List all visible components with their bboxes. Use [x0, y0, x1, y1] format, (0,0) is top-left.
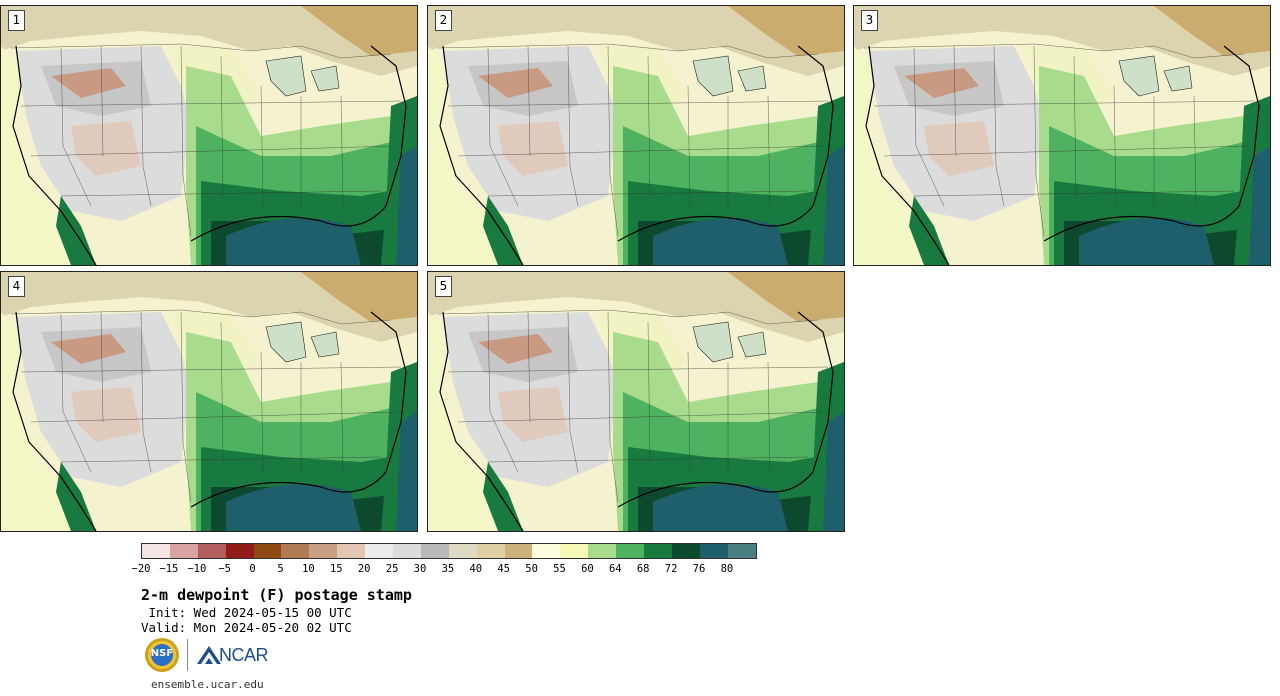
colorbar-swatch [225, 544, 254, 558]
nsf-logo-text: NSF [150, 648, 174, 659]
colorbar-tick-label: 5 [277, 563, 284, 575]
colorbar-swatch [644, 544, 672, 558]
colorbar-swatch [588, 544, 617, 558]
page-title: 2-m dewpoint (F) postage stamp [141, 586, 412, 604]
colorbar-tick-label: 55 [553, 563, 566, 575]
panel-number: 1 [8, 10, 25, 31]
colorbar-tick-label: 25 [385, 563, 399, 575]
colorbar-swatch [699, 544, 728, 558]
init-time: Init: Wed 2024-05-15 00 UTC [141, 605, 352, 620]
ncar-logo-icon [197, 646, 221, 664]
colorbar-tick-label: 45 [497, 563, 511, 575]
colorbar-tick-label: 50 [525, 563, 538, 575]
colorbar-tick-label: 30 [413, 563, 427, 575]
colorbar-tick-label: −15 [159, 563, 179, 575]
colorbar [141, 543, 757, 559]
panel-number: 5 [435, 276, 452, 297]
colorbar-tick-label: −10 [187, 563, 207, 575]
colorbar-swatch [504, 544, 533, 558]
colorbar-tick-label: 80 [720, 563, 734, 575]
nsf-logo-icon [145, 638, 179, 672]
logo-divider [187, 639, 188, 671]
colorbar-tick-label: 10 [302, 563, 315, 575]
colorbar-tick-label: 20 [357, 563, 371, 575]
panel-number: 2 [435, 10, 452, 31]
colorbar-swatch [616, 544, 645, 558]
colorbar-swatch [448, 544, 477, 558]
colorbar-tick-label: 64 [608, 563, 622, 575]
member-panel-1[interactable]: 1 [0, 5, 418, 266]
colorbar-swatch [532, 544, 561, 558]
logos: NSF NCAR [145, 638, 285, 676]
colorbar-tick-label: 0 [249, 563, 256, 575]
valid-time: Valid: Mon 2024-05-20 02 UTC [141, 620, 352, 635]
dewpoint-map [428, 6, 844, 265]
colorbar-swatch [393, 544, 421, 558]
site-url[interactable]: ensemble.ucar.edu [151, 678, 264, 691]
colorbar-ticks: −20 −15 −10 −5 0 5 10 15 20 25 30 35 40 45 50 55 60 64 68 7… [132, 563, 781, 577]
colorbar-swatch [476, 544, 505, 558]
colorbar-tick-label: 40 [469, 563, 483, 575]
colorbar-swatch [309, 544, 338, 558]
member-panel-3[interactable]: 3 [853, 5, 1271, 266]
colorbar-swatch [197, 544, 226, 558]
colorbar-swatch [560, 544, 589, 558]
colorbar-swatch [169, 544, 198, 558]
colorbar-tick-label: 72 [664, 563, 678, 575]
colorbar-swatch [727, 544, 756, 558]
colorbar-swatch [365, 544, 394, 558]
ncar-logo-text: NCAR [219, 645, 269, 665]
colorbar-swatch [253, 544, 282, 558]
colorbar-tick-label: 60 [581, 563, 594, 575]
colorbar-tick-label: −20 [131, 563, 151, 575]
colorbar-tick-label: 68 [636, 563, 650, 575]
colorbar-swatch [671, 544, 700, 558]
colorbar-swatch [337, 544, 366, 558]
colorbar-swatch [281, 544, 310, 558]
panel-number: 3 [861, 10, 878, 31]
member-panel-4[interactable]: 4 [0, 271, 418, 532]
colorbar-tick-label: 35 [441, 563, 455, 575]
panel-number: 4 [8, 276, 25, 297]
colorbar-tick-label: −5 [218, 563, 232, 575]
colorbar-tick-label: 15 [329, 563, 343, 575]
dewpoint-map [1, 6, 417, 265]
dewpoint-map [854, 6, 1270, 265]
dewpoint-map [428, 272, 844, 531]
colorbar-swatch [420, 544, 449, 558]
colorbar-swatch [142, 544, 170, 558]
dewpoint-map [1, 272, 417, 531]
member-panel-2[interactable]: 2 [427, 5, 845, 266]
colorbar-tick-label: 76 [692, 563, 706, 575]
member-panel-5[interactable]: 5 [427, 271, 845, 532]
